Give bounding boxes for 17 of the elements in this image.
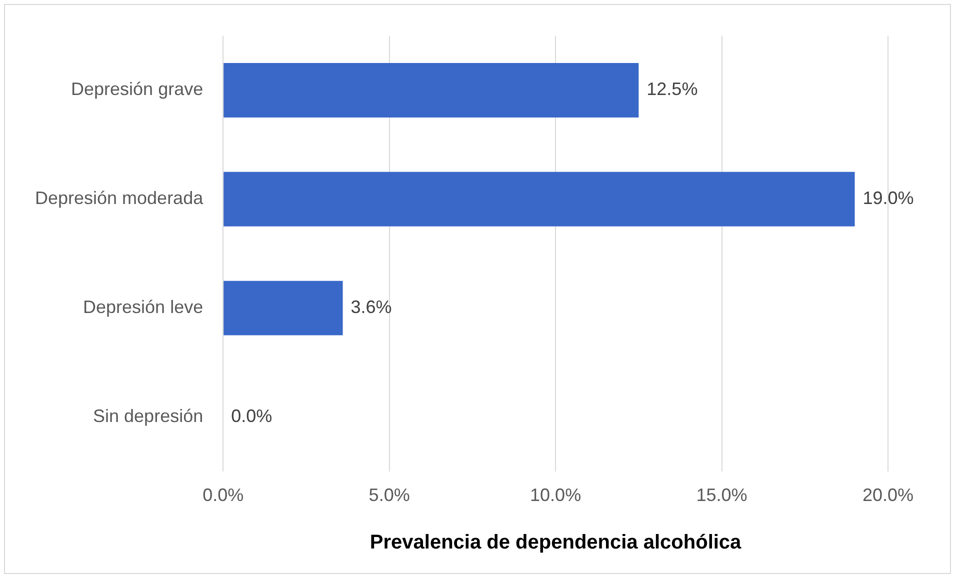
y-tick-label: Sin depresión [93,406,204,426]
bar [224,172,855,226]
data-label: 3.6% [350,297,392,318]
y-tick-label: Depresión grave [71,79,204,100]
x-tick-label: 15.0% [696,485,748,506]
data-label: 12.5% [646,79,698,100]
y-tick-label: Depresión leve [83,297,204,318]
x-tick-label: 10.0% [530,485,582,506]
x-tick-label: 0.0% [202,485,244,506]
bar [224,63,639,118]
x-tick-label: 20.0% [862,485,914,506]
x-tick-label: 5.0% [368,485,410,506]
x-axis-title: Prevalencia de dependencia alcohólica [370,532,742,554]
bar [224,280,343,336]
y-tick-label: Depresión moderada [34,188,204,208]
data-label: 19.0% [862,188,914,208]
data-label: 0.0% [231,406,272,426]
